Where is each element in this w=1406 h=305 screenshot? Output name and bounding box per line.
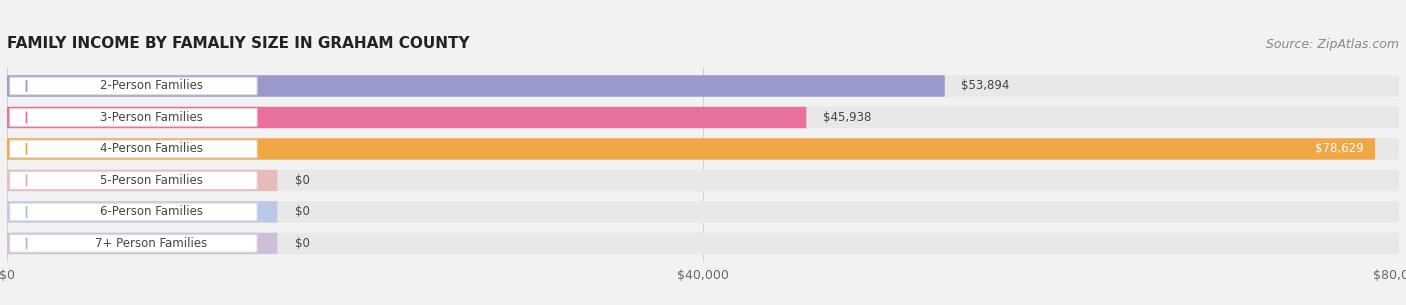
FancyBboxPatch shape xyxy=(10,140,257,158)
FancyBboxPatch shape xyxy=(10,77,257,95)
Text: 5-Person Families: 5-Person Families xyxy=(100,174,202,187)
Text: $53,894: $53,894 xyxy=(962,80,1010,92)
FancyBboxPatch shape xyxy=(7,170,277,191)
FancyBboxPatch shape xyxy=(7,107,1399,128)
Text: 3-Person Families: 3-Person Families xyxy=(100,111,202,124)
FancyBboxPatch shape xyxy=(7,138,1375,160)
Text: Source: ZipAtlas.com: Source: ZipAtlas.com xyxy=(1265,38,1399,52)
Text: 6-Person Families: 6-Person Families xyxy=(100,206,202,218)
FancyBboxPatch shape xyxy=(10,203,257,221)
FancyBboxPatch shape xyxy=(7,75,1399,97)
Text: $45,938: $45,938 xyxy=(823,111,872,124)
FancyBboxPatch shape xyxy=(10,235,257,252)
Text: 4-Person Families: 4-Person Families xyxy=(100,142,202,156)
Text: $78,629: $78,629 xyxy=(1316,142,1364,156)
Text: $0: $0 xyxy=(295,206,311,218)
FancyBboxPatch shape xyxy=(7,201,1399,223)
FancyBboxPatch shape xyxy=(7,138,1399,160)
Text: FAMILY INCOME BY FAMALIY SIZE IN GRAHAM COUNTY: FAMILY INCOME BY FAMALIY SIZE IN GRAHAM … xyxy=(7,37,470,52)
FancyBboxPatch shape xyxy=(10,109,257,126)
FancyBboxPatch shape xyxy=(10,172,257,189)
FancyBboxPatch shape xyxy=(7,201,277,223)
FancyBboxPatch shape xyxy=(7,233,1399,254)
FancyBboxPatch shape xyxy=(7,170,1399,191)
Text: $0: $0 xyxy=(295,174,311,187)
Text: 7+ Person Families: 7+ Person Families xyxy=(96,237,208,250)
FancyBboxPatch shape xyxy=(7,233,277,254)
Text: $0: $0 xyxy=(295,237,311,250)
FancyBboxPatch shape xyxy=(7,107,806,128)
Text: 2-Person Families: 2-Person Families xyxy=(100,80,202,92)
FancyBboxPatch shape xyxy=(7,75,945,97)
